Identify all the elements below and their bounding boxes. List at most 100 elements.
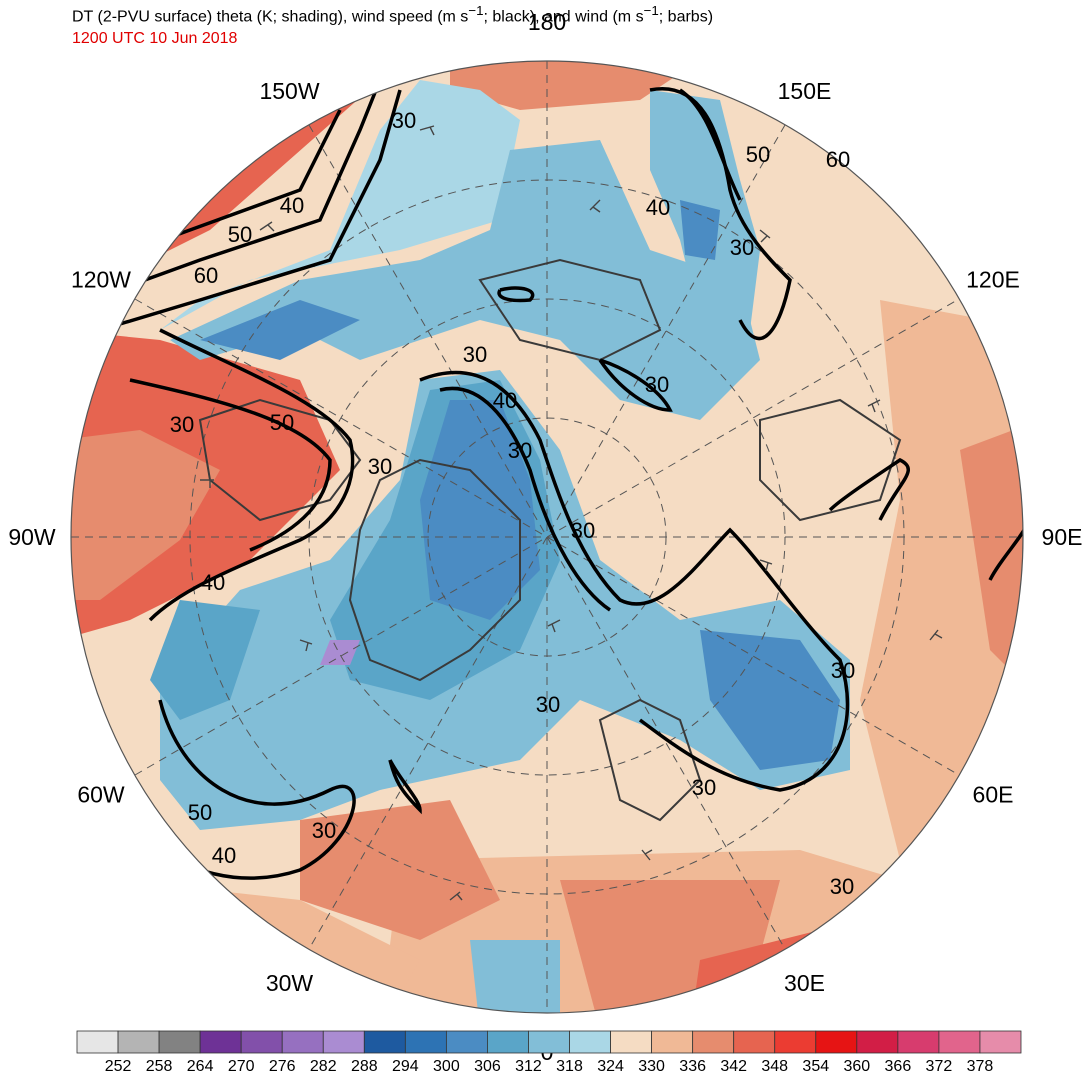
- longitude-label: 180: [528, 9, 566, 35]
- colorbar-tick-label: 270: [228, 1058, 255, 1075]
- colorbar-tick-label: 252: [105, 1058, 132, 1075]
- theta-cold-region: [200, 300, 360, 360]
- colorbar-swatch: [856, 1030, 899, 1054]
- colorbar-swatch: [445, 1030, 488, 1054]
- title-mid: ; black), and wind (m s: [483, 8, 644, 26]
- colorbar-tick-label: 312: [515, 1058, 542, 1075]
- colorbar: 252 258 264 270 276 282 288 294 300 306 312 318 324 3…: [76, 1030, 1022, 1075]
- map-boundary: [70, 60, 1024, 1014]
- theta-warm-region: [300, 800, 500, 940]
- colorbar-tick-label: 288: [351, 1058, 378, 1075]
- colorbar-swatch: [322, 1030, 365, 1054]
- contour-label: 30: [392, 108, 416, 133]
- colorbar-tick-label: 276: [269, 1058, 296, 1075]
- contour-label: 30: [508, 438, 532, 463]
- contour-label: 30: [730, 235, 754, 260]
- colorbar-tick-label: 336: [679, 1058, 706, 1075]
- colorbar-tick-label: 294: [392, 1058, 419, 1075]
- contour-label: 30: [571, 518, 595, 543]
- contour-label: 30: [463, 342, 487, 367]
- colorbar-swatch: [897, 1030, 940, 1054]
- longitude-label: 30W: [266, 970, 314, 996]
- colorbar-swatch: [651, 1030, 694, 1054]
- contour-label: 30: [831, 658, 855, 683]
- wind-barbs: [200, 125, 943, 901]
- contour-label: 30: [368, 454, 392, 479]
- colorbar-tick-label: 360: [843, 1058, 870, 1075]
- valid-time: 1200 UTC 10 Jun 2018: [72, 30, 238, 47]
- theta-cold-region: [160, 80, 520, 330]
- contour-label: 30: [170, 412, 194, 437]
- theta-cold-region: [700, 630, 840, 770]
- colorbar-swatch: [363, 1030, 406, 1054]
- colorbar-tick-label: 282: [310, 1058, 337, 1075]
- coastlines: [198, 258, 902, 822]
- contour-label: 60: [194, 263, 218, 288]
- colorbar-tick-label: 300: [433, 1058, 460, 1075]
- contour-label: 30: [830, 874, 854, 899]
- colorbar-tick-label: 366: [885, 1058, 912, 1075]
- theta-cold-region: [680, 200, 720, 260]
- colorbar-tick-label: 348: [761, 1058, 788, 1075]
- colorbar-swatch: [569, 1030, 611, 1054]
- contour-label: 40: [280, 193, 304, 218]
- title-sup-1: −1: [468, 3, 484, 18]
- colorbar-tick-label: 372: [926, 1058, 953, 1075]
- contour-label: 40: [493, 388, 517, 413]
- colorbar-tick-label: 324: [597, 1058, 624, 1075]
- contour-label: 50: [188, 800, 212, 825]
- contour-label: 60: [826, 147, 850, 172]
- contour-label: 30: [312, 818, 336, 843]
- theta-cold-region: [150, 600, 260, 720]
- colorbar-swatch: [404, 1030, 447, 1054]
- theta-cold-region: [420, 400, 540, 620]
- contour-label: 50: [270, 410, 294, 435]
- colorbar-swatch: [281, 1030, 324, 1054]
- longitude-label: 30E: [784, 970, 825, 996]
- title-sup-2: −1: [643, 3, 659, 18]
- longitude-label: 90W: [8, 524, 56, 550]
- colorbar-swatch: [240, 1030, 283, 1054]
- longitude-label: 150E: [778, 78, 832, 104]
- colorbar-tick-label: 318: [556, 1058, 583, 1075]
- colorbar-tick-label: 264: [187, 1058, 214, 1075]
- colorbar-tick-label: 342: [720, 1058, 747, 1075]
- colorbar-swatch: [528, 1030, 570, 1054]
- colorbar-swatch: [117, 1030, 160, 1054]
- longitude-label: 60W: [77, 782, 125, 808]
- longitude-label: 120E: [966, 267, 1020, 293]
- contour-label: 50: [228, 222, 252, 247]
- theta-cold-region: [320, 640, 360, 665]
- colorbar-tick-label: 354: [802, 1058, 829, 1075]
- longitude-label: 150W: [259, 78, 319, 104]
- contour-label: 30: [645, 372, 669, 397]
- colorbar-tick-label: 378: [967, 1058, 994, 1075]
- colorbar-tick-label: 330: [638, 1058, 665, 1075]
- longitude-label: 90E: [1042, 524, 1083, 550]
- map-title: DT (2-PVU surface) theta (K; shading), w…: [72, 3, 713, 26]
- colorbar-swatch: [938, 1030, 981, 1054]
- colorbar-tick-label: 306: [474, 1058, 501, 1075]
- theta-cold-region: [170, 140, 760, 420]
- contour-label: 40: [212, 843, 236, 868]
- colorbar-swatch: [692, 1030, 735, 1054]
- theta-shading: [71, 61, 1023, 1013]
- colorbar-swatch: [199, 1030, 242, 1054]
- colorbar-swatch: [979, 1030, 1022, 1054]
- longitude-label: 120W: [71, 267, 131, 293]
- longitude-labels: 180150E120E90E60E30E030W60W90W120W150W: [8, 9, 1082, 1065]
- contour-label: 40: [646, 195, 670, 220]
- theta-warm-region: [71, 430, 220, 600]
- colorbar-swatch: [610, 1030, 653, 1054]
- colorbar-swatch: [774, 1030, 817, 1054]
- contour-label: 40: [201, 570, 225, 595]
- theta-cold-region: [470, 940, 560, 1013]
- colorbar-tick-label: 258: [146, 1058, 173, 1075]
- colorbar-swatch: [733, 1030, 776, 1054]
- contour-label: 30: [536, 692, 560, 717]
- colorbar-swatch: [76, 1030, 119, 1054]
- contour-label: 50: [746, 142, 770, 167]
- colorbar-swatch: [158, 1030, 201, 1054]
- contour-label: 30: [692, 775, 716, 800]
